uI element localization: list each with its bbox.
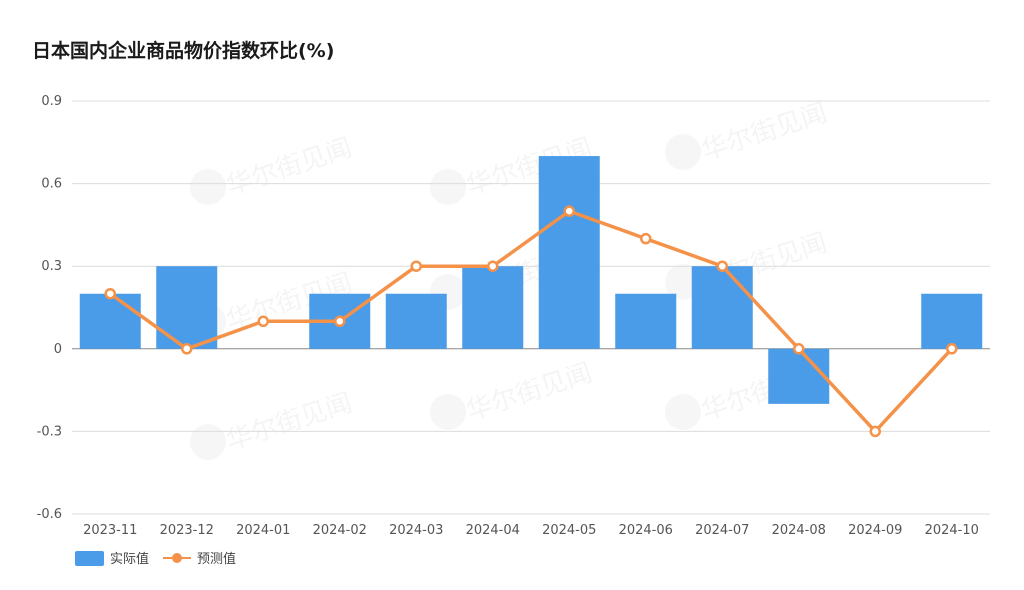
y-tick-label: -0.6 bbox=[37, 507, 62, 522]
forecast-point-2023-11[interactable] bbox=[104, 287, 116, 300]
bar-actual-2024-10[interactable] bbox=[921, 293, 983, 349]
forecast-point-2023-12[interactable] bbox=[181, 343, 193, 355]
legend-swatch-forecast-dot bbox=[172, 553, 182, 563]
x-tick-label: 2024-08 bbox=[772, 523, 826, 538]
x-tick-label: 2024-04 bbox=[466, 523, 520, 538]
x-tick-label: 2024-03 bbox=[389, 523, 443, 538]
watermark-logo-icon bbox=[190, 169, 226, 205]
forecast-point-2024-10[interactable] bbox=[946, 343, 958, 355]
watermark: 华尔街见闻 bbox=[190, 388, 356, 460]
watermark-logo-icon bbox=[190, 424, 226, 460]
legend-label-forecast: 预测值 bbox=[197, 551, 236, 567]
bar-actual-2024-06[interactable] bbox=[615, 293, 677, 349]
legend: 实际值 预测值 bbox=[75, 551, 236, 567]
bar-actual-2024-08[interactable] bbox=[768, 348, 830, 404]
y-tick-label: 0.3 bbox=[41, 259, 62, 274]
watermark: 华尔街见闻 bbox=[190, 133, 356, 205]
chart-title: 日本国内企业商品物价指数环比(%) bbox=[32, 40, 335, 62]
watermark-logo-icon bbox=[430, 169, 466, 205]
watermark-text: 华尔街见闻 bbox=[223, 133, 356, 202]
legend-swatch-actual[interactable] bbox=[75, 551, 104, 566]
watermark: 华尔街见闻 bbox=[665, 98, 831, 170]
forecast-point-2024-05[interactable] bbox=[563, 205, 575, 217]
forecast-point-2024-09[interactable] bbox=[869, 425, 881, 438]
forecast-point-2024-02[interactable] bbox=[334, 315, 346, 328]
watermark: 华尔街见闻 bbox=[430, 358, 596, 430]
forecast-point-2024-03[interactable] bbox=[410, 260, 422, 272]
x-tick-label: 2023-12 bbox=[160, 523, 214, 538]
y-tick-label: 0.6 bbox=[41, 177, 62, 192]
bar-actual-2024-05[interactable] bbox=[538, 156, 600, 349]
y-tick-label: 0.9 bbox=[41, 94, 62, 109]
y-tick-label: 0 bbox=[54, 342, 62, 357]
x-tick-label: 2024-02 bbox=[313, 523, 367, 538]
watermark-text: 华尔街见闻 bbox=[223, 388, 356, 457]
bar-actual-2023-12[interactable] bbox=[156, 266, 218, 349]
forecast-line bbox=[108, 209, 954, 434]
forecast-point-2024-04[interactable] bbox=[487, 260, 499, 272]
watermark-logo-icon bbox=[665, 134, 701, 170]
bar-actual-2024-03[interactable] bbox=[385, 293, 447, 349]
x-tick-label: 2024-06 bbox=[619, 523, 673, 538]
watermark-logo-icon bbox=[430, 394, 466, 430]
watermark-text: 华尔街见闻 bbox=[698, 98, 831, 167]
forecast-point-2024-07[interactable] bbox=[716, 260, 728, 272]
watermark-text: 华尔街见闻 bbox=[463, 358, 596, 427]
x-tick-label: 2024-10 bbox=[925, 523, 979, 538]
bar-actual-2024-07[interactable] bbox=[691, 266, 753, 349]
forecast-point-2024-01[interactable] bbox=[257, 315, 269, 328]
x-tick-label: 2024-09 bbox=[848, 523, 902, 538]
bar-actual-2024-04[interactable] bbox=[462, 266, 524, 349]
bar-actual-2023-11[interactable] bbox=[79, 293, 141, 349]
x-tick-label: 2024-07 bbox=[695, 523, 749, 538]
forecast-point-2024-06[interactable] bbox=[640, 232, 652, 245]
forecast-point-2024-08[interactable] bbox=[793, 343, 805, 355]
watermark-logo-icon bbox=[665, 394, 701, 430]
x-tick-label: 2024-01 bbox=[236, 523, 290, 538]
x-tick-label: 2024-05 bbox=[542, 523, 596, 538]
x-tick-label: 2023-11 bbox=[83, 523, 137, 538]
legend-label-actual: 实际值 bbox=[110, 551, 149, 567]
y-tick-label: -0.3 bbox=[37, 424, 62, 439]
